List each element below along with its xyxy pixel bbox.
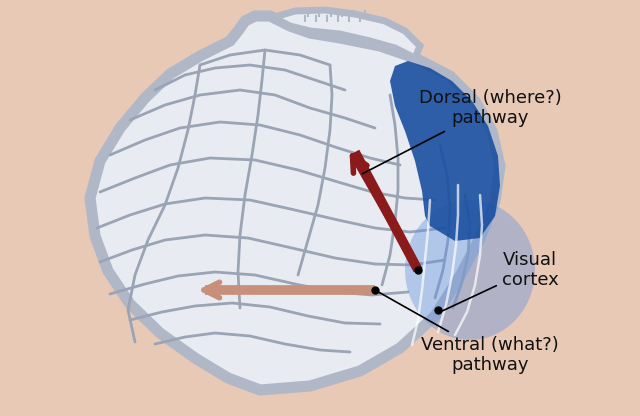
Text: Dorsal (where?)
pathway: Dorsal (where?) pathway [362, 89, 561, 174]
Text: Visual
cortex: Visual cortex [442, 250, 558, 311]
Polygon shape [90, 16, 500, 390]
Polygon shape [278, 10, 420, 58]
Text: Ventral (what?)
pathway: Ventral (what?) pathway [378, 291, 559, 374]
Polygon shape [390, 61, 500, 241]
Ellipse shape [405, 200, 535, 340]
